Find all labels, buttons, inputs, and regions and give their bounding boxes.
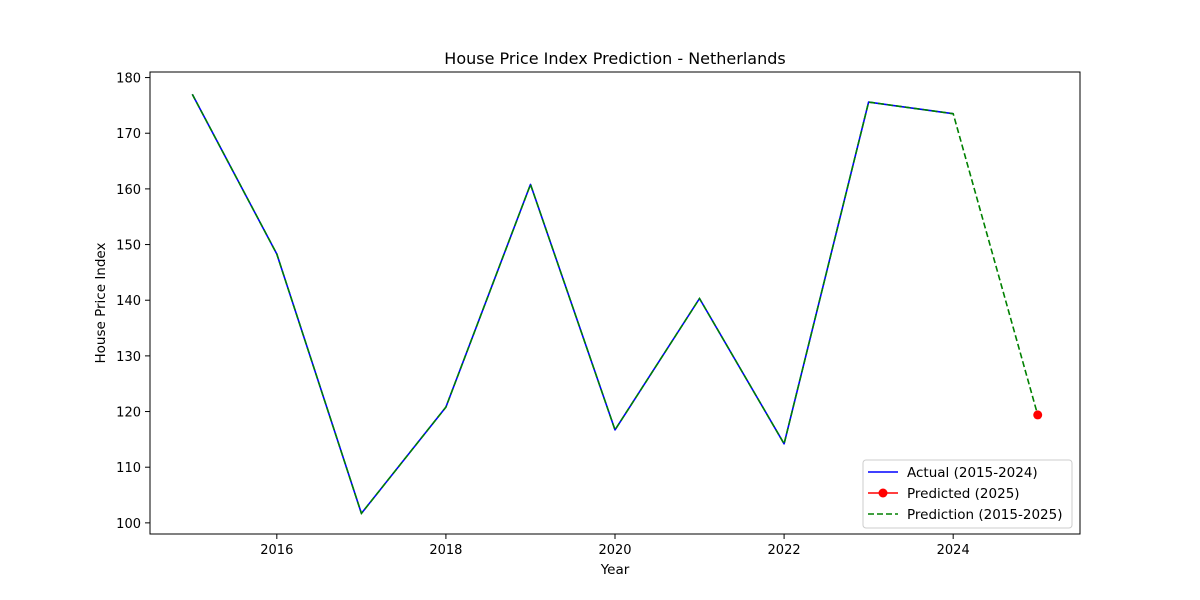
- legend-swatch-predicted-marker: [878, 488, 888, 498]
- y-tick-label: 150: [116, 239, 141, 254]
- y-tick-label: 120: [116, 406, 141, 421]
- y-tick-label: 110: [116, 461, 141, 476]
- legend-label: Actual (2015-2024): [907, 465, 1038, 481]
- y-tick-label: 170: [116, 127, 141, 142]
- legend-label: Prediction (2015-2025): [907, 507, 1062, 523]
- y-tick-label: 180: [116, 72, 141, 87]
- x-tick-label: 2022: [768, 543, 801, 558]
- legend-label: Predicted (2025): [907, 486, 1020, 502]
- chart-title: House Price Index Prediction - Netherlan…: [444, 49, 785, 68]
- x-tick-label: 2016: [260, 543, 293, 558]
- series-line-actual: [191, 93, 954, 515]
- y-tick-label: 100: [116, 517, 141, 532]
- x-tick-label: 2018: [429, 543, 462, 558]
- y-axis: 100 110 120 130 140 150 160 170 180: [116, 72, 150, 532]
- series-layer: [191, 93, 1043, 516]
- series-line-prediction: [191, 93, 1039, 516]
- x-tick-label: 2020: [598, 543, 631, 558]
- predicted-point: [1033, 410, 1043, 420]
- legend: Actual (2015-2024) Predicted (2025) Predic…: [862, 459, 1073, 529]
- x-axis: 2016 2018 2020 2022 2024: [260, 534, 970, 558]
- y-tick-label: 160: [116, 183, 141, 198]
- y-tick-label: 140: [116, 294, 141, 309]
- legend-box: [862, 459, 1073, 529]
- x-tick-label: 2024: [937, 543, 970, 558]
- x-axis-title: Year: [600, 562, 630, 578]
- y-axis-title: House Price Index: [93, 243, 109, 364]
- y-tick-label: 130: [116, 350, 141, 365]
